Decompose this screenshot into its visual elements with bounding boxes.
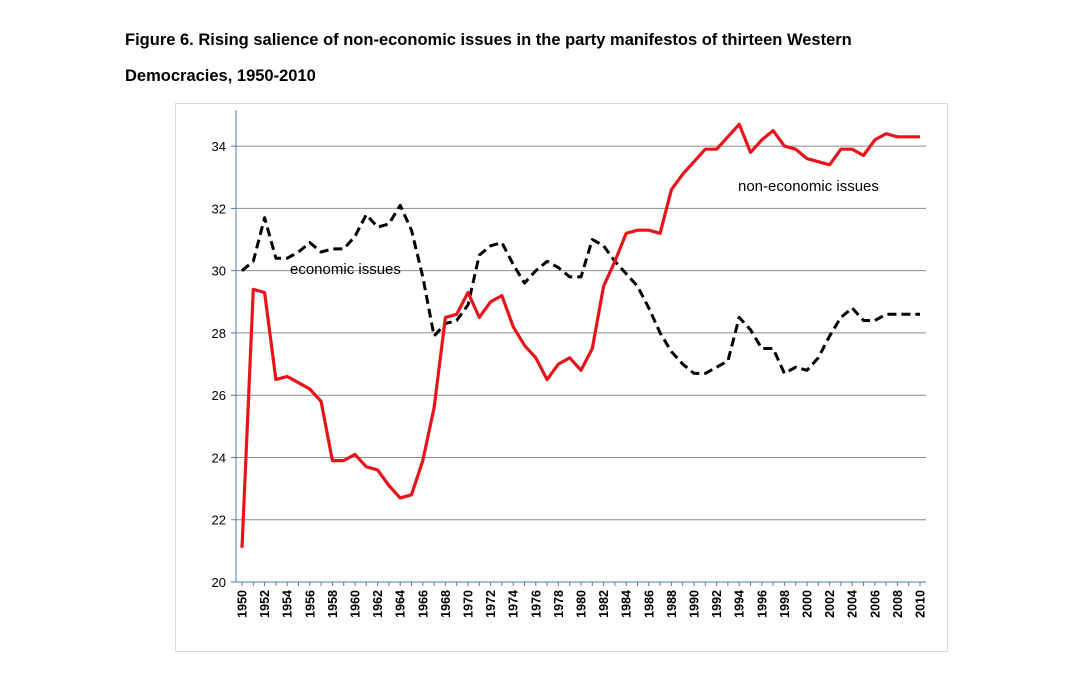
x-tick-label: 2002	[823, 590, 837, 618]
x-tick-label: 2006	[868, 590, 882, 618]
axes	[231, 110, 926, 586]
x-tick-label: 1988	[665, 590, 679, 618]
y-tick-labels: 20 22 24 26 28 30 32 34	[212, 139, 226, 590]
y-tick-label: 20	[212, 575, 226, 590]
x-tick-label: 1960	[349, 590, 363, 618]
y-tick-label: 34	[212, 139, 226, 154]
x-tick-label: 1978	[552, 590, 566, 618]
y-tick-label: 24	[212, 450, 226, 465]
y-tick-label: 22	[212, 513, 226, 528]
x-tick-label: 1956	[303, 590, 317, 618]
x-tick-label: 1968	[439, 590, 453, 618]
chart-frame	[175, 103, 948, 652]
x-tick-label: 1994	[733, 590, 747, 618]
x-tick-label: 2004	[846, 590, 860, 618]
series-line-economic-issues	[241, 203, 920, 375]
series-line-non-economic-issues	[240, 122, 920, 548]
x-tick-label: 1952	[258, 590, 272, 618]
figure-title: Figure 6. Rising salience of non-economi…	[125, 22, 1025, 94]
x-tick-label: 1954	[281, 590, 295, 618]
x-tick-label: 1998	[778, 590, 792, 618]
y-tick-label: 28	[212, 326, 226, 341]
grid-lines	[236, 145, 926, 521]
x-tick-label: 1980	[575, 590, 589, 618]
x-tick-label: 1972	[484, 590, 498, 618]
y-tick-label: 32	[212, 201, 226, 216]
x-tick-label: 1966	[416, 590, 430, 618]
series-lines	[240, 122, 920, 548]
x-tick-labels: 1950 1952 1954 1956 1958 1960 1962 1964 1966 1968…	[236, 590, 928, 618]
x-tick-label: 2008	[891, 590, 905, 618]
x-tick-label: 2000	[801, 590, 815, 618]
x-tick-label: 1992	[710, 590, 724, 618]
x-tick-label: 1958	[326, 590, 340, 618]
x-tick-label: 1982	[597, 590, 611, 618]
x-tick-label: 1986	[642, 590, 656, 618]
annotations: economic issues non-economic issues	[290, 178, 879, 278]
figure-title-line-1: Figure 6. Rising salience of non-economi…	[125, 31, 852, 49]
x-tick-label: 1962	[371, 590, 385, 618]
x-tick-label: 1974	[507, 590, 521, 618]
x-tick-label: 1970	[462, 590, 476, 618]
x-tick-label: 1976	[529, 590, 543, 618]
y-tick-label: 26	[212, 388, 226, 403]
x-tick-label: 1996	[755, 590, 769, 618]
x-tick-label: 1984	[620, 590, 634, 618]
figure-title-line-2: Democracies, 1950-2010	[125, 67, 316, 85]
x-tick-label: 1990	[688, 590, 702, 618]
x-tick-label: 1964	[394, 590, 408, 618]
y-tick-label: 30	[212, 264, 226, 279]
x-tick-label: 2010	[914, 590, 928, 618]
x-tick-label: 1950	[236, 590, 250, 618]
annotation-non-economic-issues: non-economic issues	[738, 178, 879, 195]
annotation-economic-issues: economic issues	[290, 261, 401, 278]
